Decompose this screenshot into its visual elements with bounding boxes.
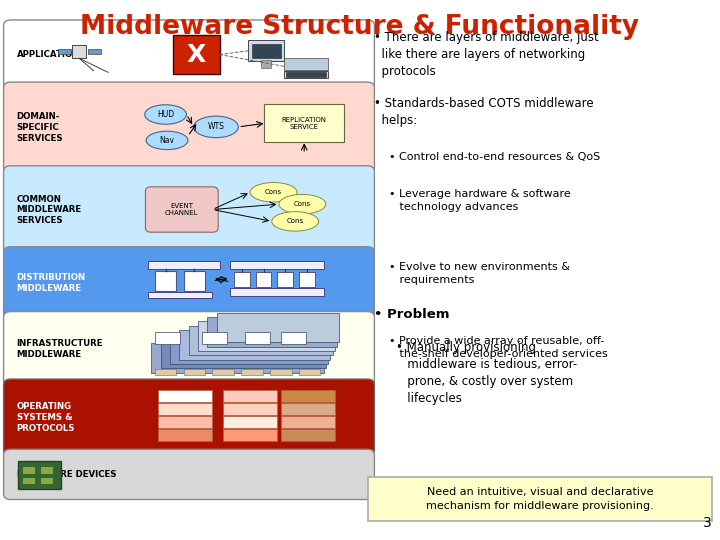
Text: COMMON
MIDDLEWARE
SERVICES: COMMON MIDDLEWARE SERVICES [17, 194, 81, 225]
FancyBboxPatch shape [4, 82, 374, 173]
Bar [58, 49, 71, 54]
Ellipse shape [194, 116, 238, 138]
Ellipse shape [145, 105, 186, 124]
Bar [170, 334, 328, 364]
Bar [40, 466, 53, 474]
FancyBboxPatch shape [264, 104, 344, 142]
Bar [217, 313, 339, 342]
Text: EVENT
CHANNEL: EVENT CHANNEL [165, 203, 199, 216]
Bar [299, 369, 320, 375]
Bar [223, 416, 277, 428]
Ellipse shape [146, 131, 188, 150]
Bar [198, 321, 335, 351]
Text: DOMAIN-
SPECIFIC
SERVICES: DOMAIN- SPECIFIC SERVICES [17, 112, 63, 143]
Bar [158, 403, 212, 415]
FancyBboxPatch shape [4, 166, 374, 254]
Bar [281, 390, 335, 402]
Bar [277, 272, 293, 287]
Bar [252, 44, 281, 58]
Bar [281, 403, 335, 415]
Text: Middleware Structure & Functionality: Middleware Structure & Functionality [81, 14, 639, 39]
Ellipse shape [271, 212, 318, 231]
Bar [248, 40, 284, 61]
Text: X: X [186, 43, 206, 66]
Bar [158, 416, 212, 428]
Text: • Manually provisioning
   middleware is tedious, error-
   prone, & costly over: • Manually provisioning middleware is te… [396, 341, 577, 406]
Text: • There are layers of middleware, just
  like there are layers of networking
  p: • There are layers of middleware, just l… [374, 31, 599, 78]
Bar [189, 326, 333, 355]
Bar [284, 71, 328, 78]
Bar [88, 49, 101, 54]
FancyBboxPatch shape [4, 247, 374, 319]
Bar [148, 261, 220, 269]
Bar [184, 369, 205, 375]
Bar [158, 429, 212, 441]
Bar [72, 45, 86, 58]
Bar [155, 332, 180, 344]
FancyBboxPatch shape [4, 20, 374, 89]
Bar [281, 429, 335, 441]
Ellipse shape [251, 183, 297, 202]
Text: APPLICATIONS: APPLICATIONS [17, 50, 86, 59]
Text: • Evolve to new environments &
   requirements: • Evolve to new environments & requireme… [389, 262, 570, 285]
Bar [245, 332, 270, 344]
Bar [223, 390, 277, 402]
Text: Cons: Cons [265, 189, 282, 195]
Bar [299, 272, 315, 287]
Text: INFRASTRUCTURE
MIDDLEWARE: INFRASTRUCTURE MIDDLEWARE [17, 339, 103, 359]
Bar [270, 369, 292, 375]
Text: Cons: Cons [294, 201, 311, 207]
Text: • Problem: • Problem [374, 308, 450, 321]
FancyBboxPatch shape [4, 312, 374, 386]
Text: • Control end-to-end resources & QoS: • Control end-to-end resources & QoS [389, 152, 600, 163]
FancyBboxPatch shape [4, 379, 374, 456]
Bar [22, 477, 35, 484]
Bar [207, 317, 337, 347]
Bar [241, 369, 263, 375]
Bar [18, 461, 61, 489]
Bar [155, 369, 176, 375]
Text: 3: 3 [703, 516, 711, 530]
Bar [284, 58, 328, 70]
Bar [281, 416, 335, 428]
Text: HUD: HUD [157, 110, 174, 119]
Text: Cons: Cons [287, 218, 304, 225]
FancyBboxPatch shape [145, 187, 218, 232]
Bar [212, 369, 234, 375]
Text: OPERATING
SYSTEMS &
PROTOCOLS: OPERATING SYSTEMS & PROTOCOLS [17, 402, 75, 433]
Text: REPLICATION
SERVICE: REPLICATION SERVICE [282, 117, 327, 130]
Bar [286, 72, 326, 77]
Bar [223, 429, 277, 441]
Bar [184, 271, 205, 291]
Bar [223, 403, 277, 415]
Bar [158, 390, 212, 402]
Ellipse shape [279, 194, 325, 214]
Bar [281, 332, 306, 344]
Bar [261, 60, 271, 68]
Text: • Standards-based COTS middleware
  helps:: • Standards-based COTS middleware helps: [374, 97, 594, 127]
FancyBboxPatch shape [368, 477, 712, 521]
Bar [202, 332, 227, 344]
Bar [148, 292, 212, 298]
Text: Need an intuitive, visual and declarative
mechanism for middleware provisioning.: Need an intuitive, visual and declarativ… [426, 488, 654, 510]
Bar [155, 271, 176, 291]
Bar [234, 272, 250, 287]
Text: • Provide a wide array of reusable, off-
   the-shelf developer-oriented service: • Provide a wide array of reusable, off-… [389, 336, 608, 359]
Bar [151, 343, 324, 373]
Text: DISTRIBUTION
MIDDLEWARE: DISTRIBUTION MIDDLEWARE [17, 273, 86, 293]
Text: • Leverage hardware & software
   technology advances: • Leverage hardware & software technolog… [389, 189, 570, 212]
FancyBboxPatch shape [4, 449, 374, 500]
Text: WTS: WTS [207, 123, 225, 131]
Bar [256, 272, 271, 287]
Bar [230, 288, 324, 296]
Bar [22, 466, 35, 474]
Text: HARDWARE DEVICES: HARDWARE DEVICES [17, 470, 116, 479]
Text: Nav: Nav [160, 136, 174, 145]
Bar [40, 477, 53, 484]
Bar [161, 339, 326, 368]
Bar [173, 35, 220, 74]
Bar [230, 261, 324, 269]
Bar [179, 330, 330, 360]
